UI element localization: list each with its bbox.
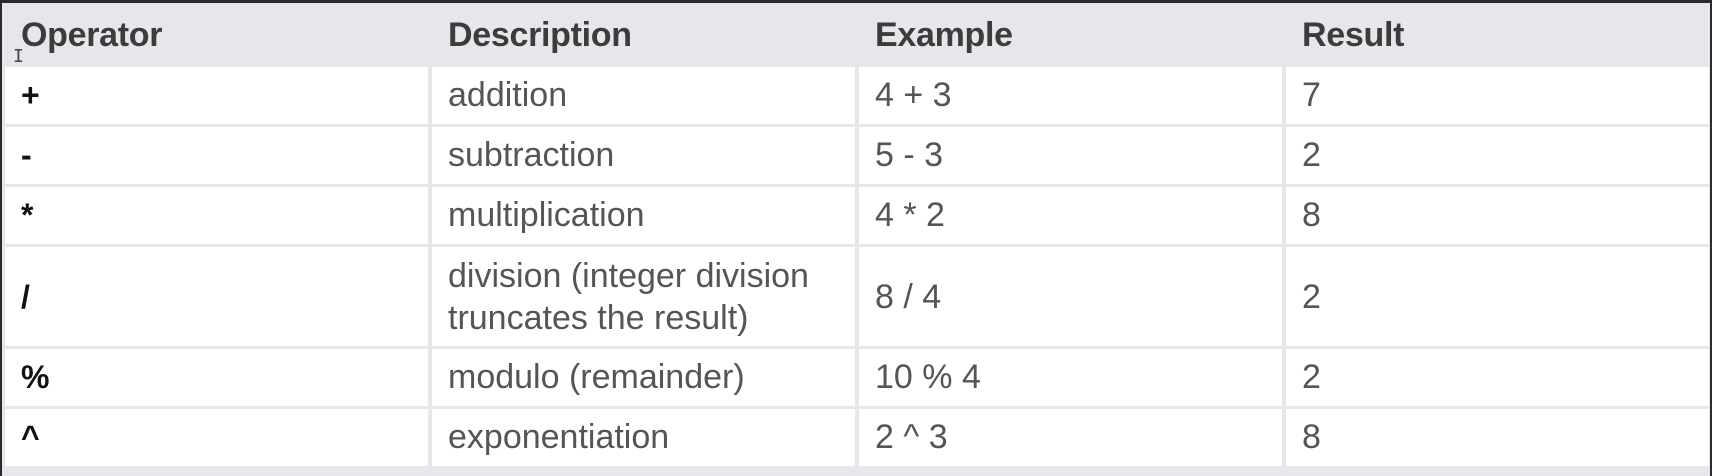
operator-cell: + (5, 67, 428, 124)
operators-table: Operator Description Example Result + ad… (2, 3, 1710, 469)
table-row: % modulo (remainder) 10 % 4 2 (5, 349, 1709, 406)
header-description: Description (432, 6, 855, 64)
header-operator: Operator (5, 6, 428, 64)
table-header-row: Operator Description Example Result (5, 6, 1709, 64)
operator-cell: ^ (5, 409, 428, 466)
description-cell: subtraction (432, 127, 855, 184)
table-row: * multiplication 4 * 2 8 (5, 187, 1709, 244)
operator-cell: * (5, 187, 428, 244)
example-cell: 8 / 4 (859, 247, 1282, 346)
table-row: ^ exponentiation 2 ^ 3 8 (5, 409, 1709, 466)
table-row: + addition 4 + 3 7 (5, 67, 1709, 124)
example-cell: 2 ^ 3 (859, 409, 1282, 466)
example-cell: 4 * 2 (859, 187, 1282, 244)
example-cell: 4 + 3 (859, 67, 1282, 124)
description-cell: division (integer division truncates the… (432, 247, 855, 346)
result-cell: 2 (1286, 247, 1709, 346)
result-cell: 8 (1286, 409, 1709, 466)
example-cell: 5 - 3 (859, 127, 1282, 184)
table-row: - subtraction 5 - 3 2 (5, 127, 1709, 184)
result-cell: 2 (1286, 127, 1709, 184)
header-example: Example (859, 6, 1282, 64)
table-row: / division (integer division truncates t… (5, 247, 1709, 346)
description-cell: exponentiation (432, 409, 855, 466)
result-cell: 2 (1286, 349, 1709, 406)
example-cell: 10 % 4 (859, 349, 1282, 406)
operator-cell: % (5, 349, 428, 406)
header-result: Result (1286, 6, 1709, 64)
text-cursor-icon: Ι (13, 46, 24, 67)
operators-table-frame: Operator Description Example Result + ad… (2, 3, 1710, 476)
operator-cell: - (5, 127, 428, 184)
result-cell: 7 (1286, 67, 1709, 124)
description-cell: addition (432, 67, 855, 124)
description-cell: modulo (remainder) (432, 349, 855, 406)
result-cell: 8 (1286, 187, 1709, 244)
operator-cell: / (5, 247, 428, 346)
description-cell: multiplication (432, 187, 855, 244)
